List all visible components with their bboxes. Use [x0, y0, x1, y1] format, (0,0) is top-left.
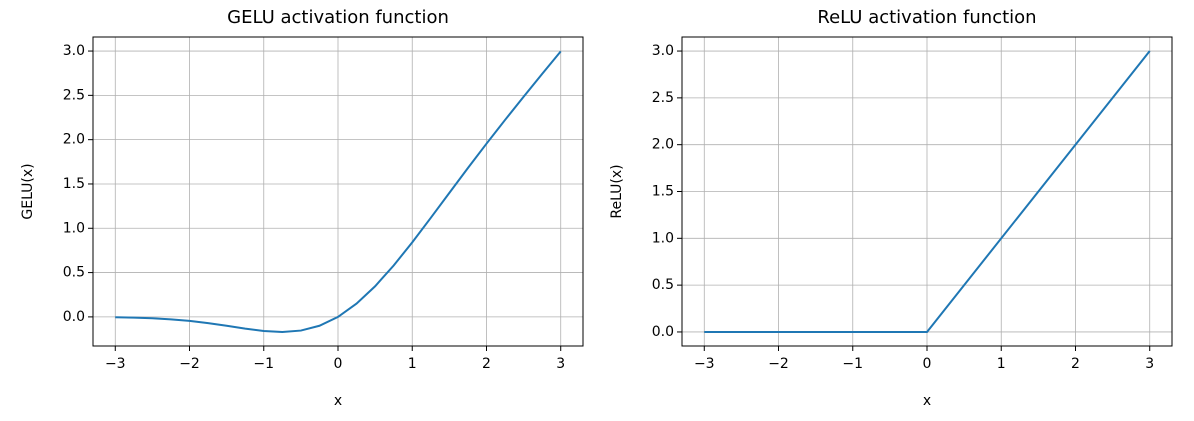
axes-frame: [92, 36, 584, 347]
y-axis-label: GELU(x): [20, 163, 36, 219]
x-tick-label: 1: [997, 356, 1006, 372]
x-tick-label: 3: [1145, 356, 1154, 372]
x-tick-label: −3: [105, 356, 126, 372]
y-tick-label: 3.0: [652, 43, 674, 59]
y-tick-label: 3.0: [63, 43, 85, 59]
y-tick-label: 1.0: [652, 230, 674, 246]
y-axis-label: ReLU(x): [609, 164, 625, 218]
y-tick-label: 0.0: [63, 309, 85, 325]
y-tick-label: 2.5: [63, 87, 85, 103]
x-tick-label: 2: [482, 356, 491, 372]
y-tick-label: 1.5: [652, 184, 674, 200]
y-tick-label: 1.5: [63, 176, 85, 192]
line-series: [704, 50, 1151, 333]
axes-frame: [681, 36, 1173, 347]
y-tick-label: 2.0: [652, 137, 674, 153]
x-tick-label: 1: [408, 356, 417, 372]
x-tick-label: −3: [694, 356, 715, 372]
x-tick-label: −1: [253, 356, 274, 372]
chart-title: ReLU activation function: [817, 7, 1036, 28]
line-series: [115, 50, 562, 333]
x-axis-label: x: [334, 393, 342, 409]
x-tick-label: 3: [556, 356, 565, 372]
chart-title: GELU activation function: [227, 7, 449, 28]
y-tick-label: 0.5: [652, 277, 674, 293]
x-axis-label: x: [923, 393, 931, 409]
x-tick-label: 0: [334, 356, 343, 372]
y-tick-label: 2.0: [63, 132, 85, 148]
y-tick-label: 2.5: [652, 90, 674, 106]
y-tick-label: 0.0: [652, 324, 674, 340]
y-tick-label: 0.5: [63, 265, 85, 281]
x-tick-label: −2: [179, 356, 200, 372]
x-tick-label: −2: [768, 356, 789, 372]
x-tick-label: 2: [1071, 356, 1080, 372]
x-tick-label: 0: [923, 356, 932, 372]
x-tick-label: −1: [842, 356, 863, 372]
y-tick-label: 1.0: [63, 220, 85, 236]
